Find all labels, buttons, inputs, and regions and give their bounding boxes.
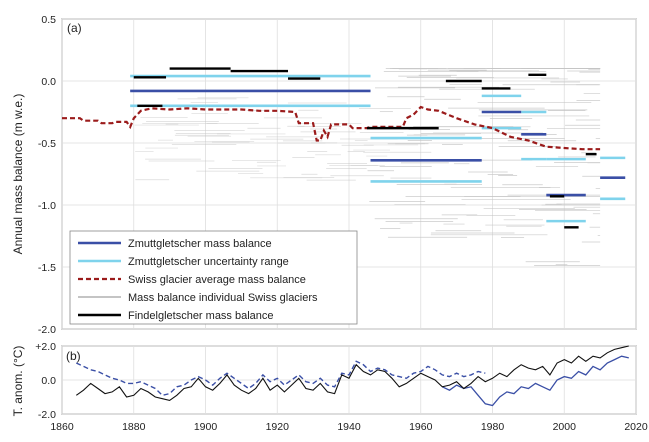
temp-series-black bbox=[75, 345, 629, 401]
x-tick-label: 1920 bbox=[266, 421, 290, 433]
panel-a-y-ticks: 0.5 0.0 -0.5 -1.0 -1.5 -2.0 bbox=[38, 14, 56, 336]
legend: Zmuttgletscher mass balance Zmuttgletsch… bbox=[69, 230, 358, 325]
y-tick-label: 0.5 bbox=[41, 14, 56, 26]
legend-box bbox=[69, 230, 358, 325]
zmutt-uncertainty bbox=[130, 74, 626, 223]
panel-b: +2.0 0.0 -2.0 1860 1880 1900 1920 1940 1960 1980… bbox=[11, 341, 648, 433]
x-tick-label: 1900 bbox=[194, 421, 218, 433]
zmutt-mass-balance bbox=[130, 89, 626, 197]
x-tick-label: 1980 bbox=[481, 421, 505, 433]
legend-label-findel: Findelgletscher mass balance bbox=[128, 310, 274, 322]
x-tick-label: 1880 bbox=[122, 421, 146, 433]
legend-label-uncert: Zmuttgletscher uncertainty range bbox=[128, 256, 289, 268]
y-tick-label: -2.0 bbox=[38, 324, 56, 336]
legend-label-swiss: Swiss glacier average mass balance bbox=[128, 274, 306, 286]
y-tick-label-b: 0.0 bbox=[41, 375, 56, 387]
y-tick-label-b: -2.0 bbox=[38, 409, 56, 421]
temp-series-blue-dashed bbox=[76, 360, 486, 397]
panel-b-grid bbox=[61, 345, 637, 415]
y-tick-label-b: +2.0 bbox=[35, 341, 56, 353]
panel-a-label: (a) bbox=[67, 21, 82, 35]
x-tick-label: 1860 bbox=[50, 421, 74, 433]
panel-b-y-ticks: +2.0 0.0 -2.0 bbox=[35, 341, 56, 421]
individual-glaciers bbox=[134, 68, 601, 266]
x-axis-ticks: 1860 1880 1900 1920 1940 1960 1980 2000 2020 bbox=[50, 421, 648, 433]
y-tick-label: -1.0 bbox=[38, 200, 56, 212]
legend-label-individual: Mass balance individual Swiss glaciers bbox=[128, 292, 318, 304]
findel-mass-balance bbox=[133, 67, 597, 229]
panel-a-ylabel: Annual mass balance (m w.e.) bbox=[11, 94, 25, 255]
x-tick-label: 2020 bbox=[624, 421, 648, 433]
x-tick-label: 1940 bbox=[337, 421, 361, 433]
panel-b-label: (b) bbox=[66, 349, 81, 363]
y-tick-label: -1.5 bbox=[38, 262, 56, 274]
x-tick-label: 2000 bbox=[553, 421, 577, 433]
panel-b-ylabel: T. anom. (°C) bbox=[11, 346, 25, 417]
temp-series-blue-solid bbox=[442, 355, 629, 407]
legend-label-zmutt: Zmuttgletscher mass balance bbox=[128, 238, 272, 250]
y-tick-label: 0.0 bbox=[41, 76, 56, 88]
panel-a: 0.5 0.0 -0.5 -1.0 -1.5 -2.0 (a) Annual mass b… bbox=[11, 14, 637, 336]
y-tick-label: -0.5 bbox=[38, 138, 56, 150]
x-tick-label: 1960 bbox=[409, 421, 433, 433]
